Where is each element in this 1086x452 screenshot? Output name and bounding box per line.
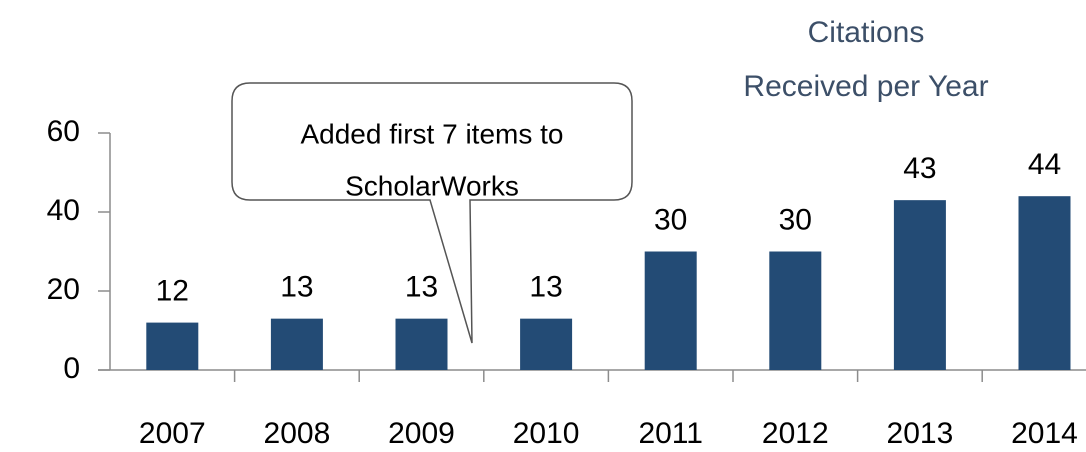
y-tick-label: 0 (63, 352, 80, 385)
value-label: 43 (903, 152, 936, 185)
chart-title: Citations (808, 16, 925, 49)
value-label: 13 (280, 271, 313, 304)
bar (644, 251, 697, 370)
annotation: ScholarWorks (345, 170, 519, 201)
x-tick-label: 2010 (513, 417, 580, 450)
value-label: 30 (779, 203, 812, 236)
value-label: 30 (654, 203, 687, 236)
x-tick-label: 2011 (638, 417, 703, 450)
bar (1018, 196, 1071, 370)
value-label: 13 (529, 271, 562, 304)
y-tick-label: 40 (47, 194, 80, 227)
bar (395, 318, 448, 370)
y-tick-label: 60 (47, 115, 80, 148)
x-tick-label: 2014 (1011, 417, 1078, 450)
bar (146, 322, 199, 370)
x-tick-label: 2009 (388, 417, 455, 450)
bar (893, 200, 946, 370)
annotation: Added first 7 items to (300, 118, 563, 149)
x-tick-label: 2007 (139, 417, 206, 450)
x-tick-label: 2013 (887, 417, 954, 450)
bar (270, 318, 323, 370)
x-tick-label: 2012 (762, 417, 829, 450)
value-label: 44 (1028, 148, 1061, 181)
x-tick-label: 2008 (264, 417, 331, 450)
bar (520, 318, 573, 370)
value-label: 13 (405, 271, 438, 304)
value-label: 12 (156, 275, 189, 308)
chart-title: Received per Year (743, 70, 988, 103)
bar (769, 251, 822, 370)
callout-box (231, 82, 633, 344)
y-tick-label: 20 (47, 273, 80, 306)
